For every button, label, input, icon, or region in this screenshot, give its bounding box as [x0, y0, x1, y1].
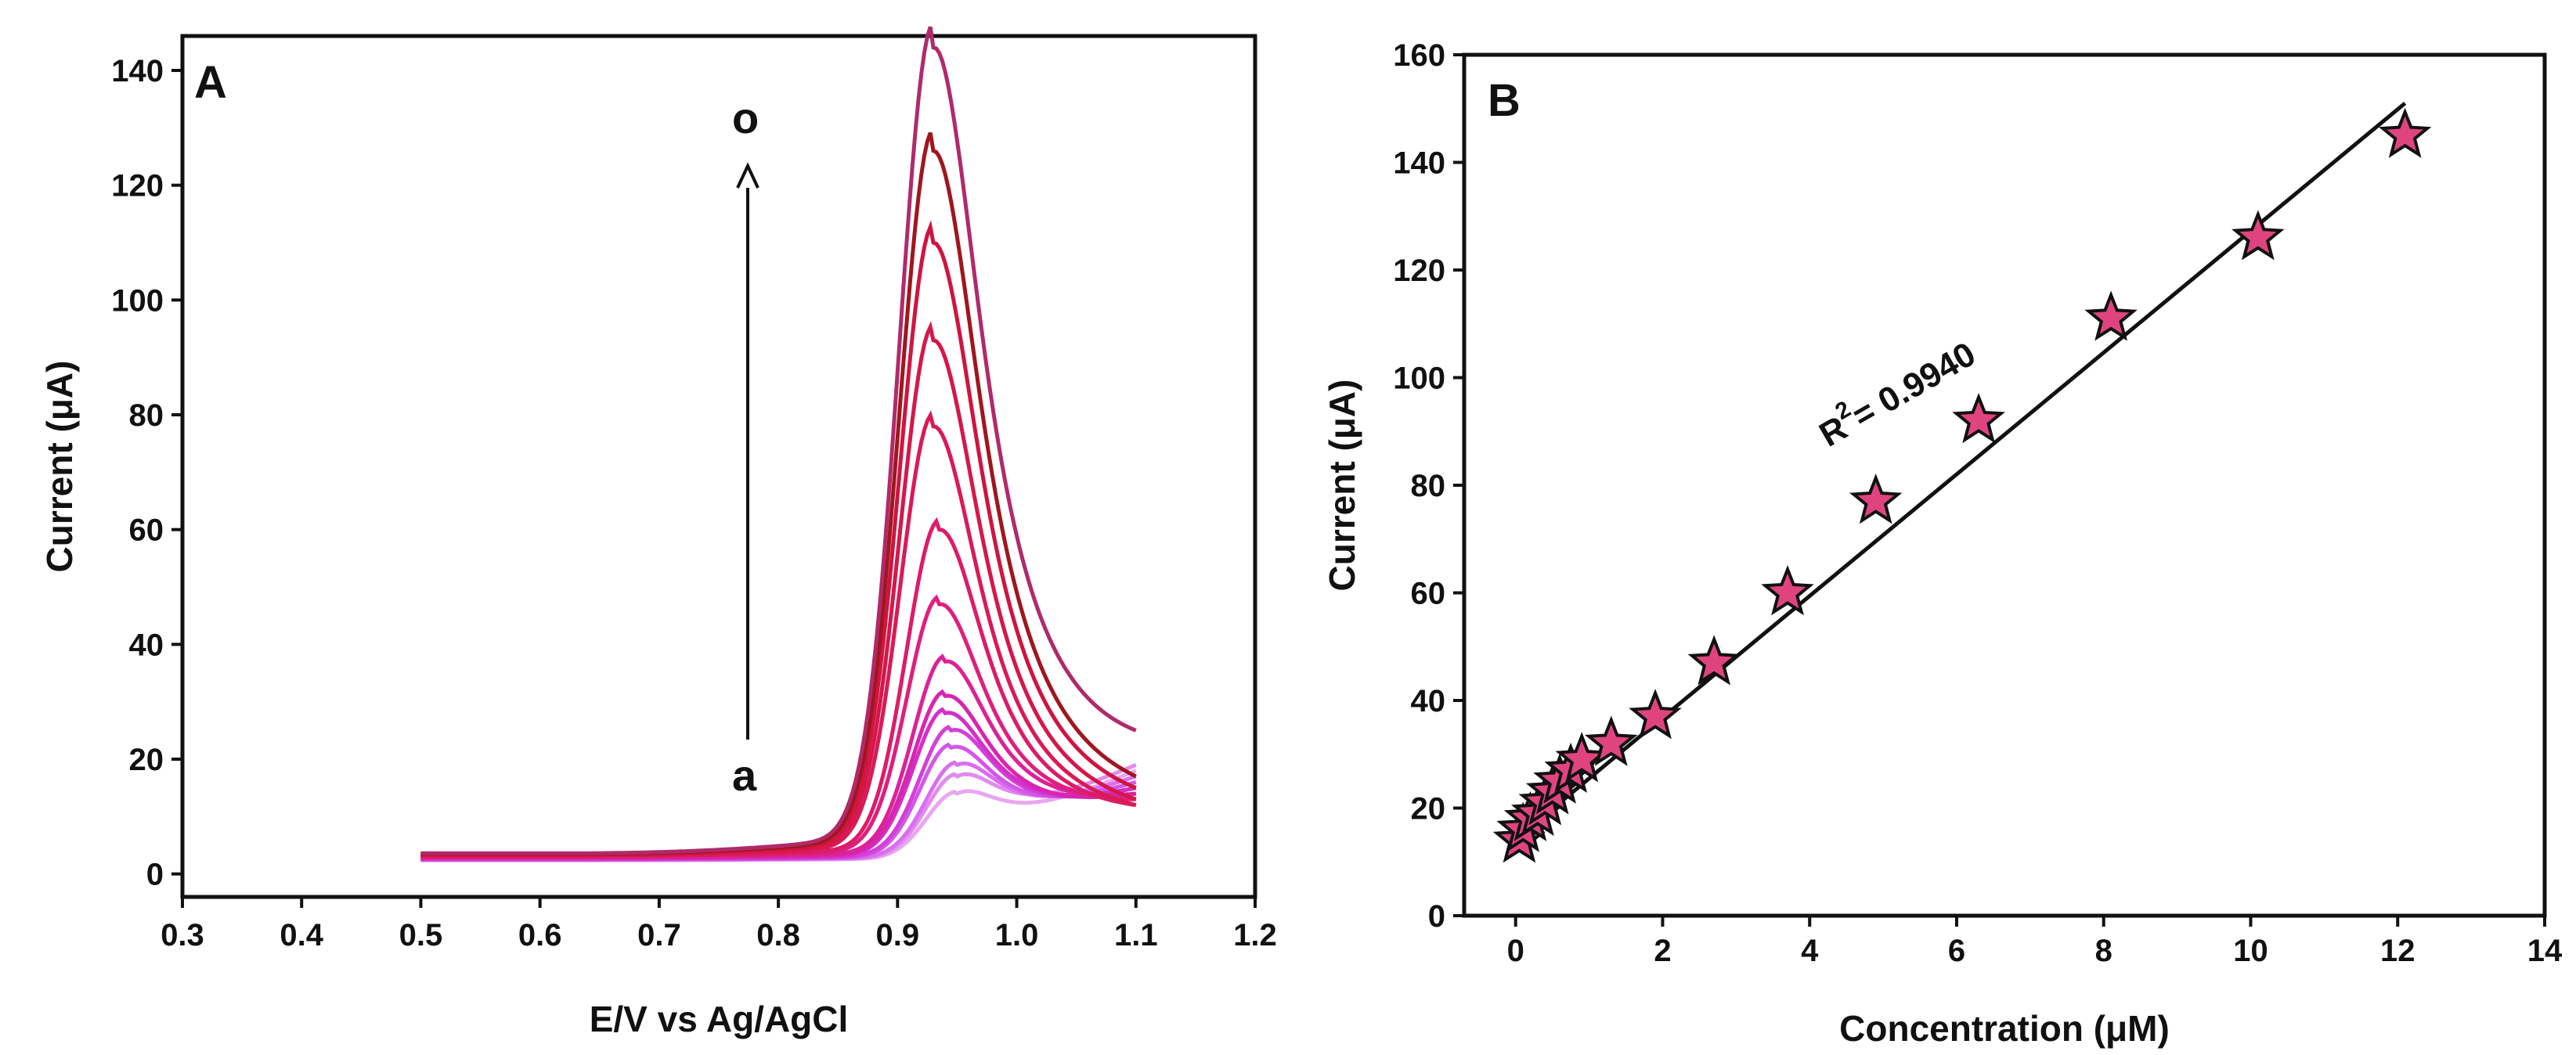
- data-point: [1952, 393, 2005, 444]
- data-point: [1849, 473, 1903, 524]
- y-tick-label: 140: [1393, 146, 1445, 181]
- panel-a-frame: [180, 34, 1257, 899]
- x-tick-label: 0.7: [637, 918, 681, 952]
- panel-a-x-axis-label: E/V vs Ag/AgCl: [590, 999, 849, 1039]
- panel-a-label: A: [194, 57, 227, 108]
- x-tick-label: 1.2: [1233, 918, 1277, 952]
- y-tick-label: 120: [1393, 254, 1445, 288]
- x-tick-label: 0.8: [756, 918, 800, 952]
- x-tick-label: 4: [1801, 934, 1819, 968]
- x-tick-label: 0.5: [399, 918, 443, 952]
- curve-l: [420, 321, 1137, 857]
- x-tick-label: 12: [2380, 934, 2415, 968]
- data-point: [1584, 715, 1638, 766]
- y-tick-label: 100: [111, 283, 164, 318]
- x-tick-label: 0.9: [876, 918, 920, 952]
- panel-a-y-axis-label: Current (μA): [39, 361, 80, 573]
- x-tick-label: 10: [2233, 934, 2268, 968]
- curve-o: [420, 26, 1137, 855]
- y-tick-label: 80: [1411, 469, 1446, 503]
- data-point: [1629, 689, 1682, 740]
- y-tick-label: 20: [129, 743, 164, 777]
- y-tick-label: 0: [146, 858, 164, 892]
- arrow-end-label: o: [732, 93, 759, 142]
- panel-b-frame: [1462, 52, 2547, 918]
- panel-b-label: B: [1488, 75, 1521, 126]
- y-tick-label: 60: [129, 513, 164, 548]
- data-point: [2231, 210, 2285, 261]
- x-tick-label: 0.4: [280, 918, 323, 952]
- panel-a-curves: [420, 26, 1137, 862]
- panel-a-ticks: 0.3 0.4 0.5 0.6 0.7 0.8 0.9 1.0 1.1 1.2 0 20 40 60 80 1…: [111, 54, 1277, 952]
- panel-b-y-axis-label: Current (μA): [1322, 380, 1362, 592]
- y-tick-label: 160: [1393, 38, 1445, 73]
- y-tick-label: 0: [1428, 899, 1445, 934]
- curve-h: [420, 654, 1136, 859]
- x-tick-label: 1.0: [995, 918, 1039, 952]
- y-tick-label: 80: [129, 398, 164, 433]
- y-tick-label: 60: [1411, 577, 1446, 611]
- x-tick-label: 0: [1507, 934, 1524, 968]
- x-tick-label: 14: [2527, 934, 2563, 968]
- x-tick-label: 0.3: [161, 918, 204, 952]
- panel-a-arrow-head: [736, 162, 759, 189]
- curve-g: [420, 689, 1137, 860]
- y-tick-label: 40: [129, 628, 164, 662]
- x-tick-label: 2: [1654, 934, 1671, 968]
- y-tick-label: 100: [1393, 362, 1445, 396]
- x-tick-label: 1.1: [1114, 918, 1158, 952]
- panel-b-points: [1492, 107, 2432, 863]
- data-point: [2084, 290, 2138, 341]
- y-tick-label: 40: [1411, 684, 1446, 718]
- panel-b-x-axis-label: Concentration (μM): [1839, 1008, 2170, 1049]
- y-tick-label: 20: [1411, 792, 1446, 826]
- x-tick-label: 8: [2095, 934, 2112, 968]
- data-point: [1761, 565, 1814, 616]
- y-tick-label: 120: [111, 169, 164, 203]
- data-point: [1687, 635, 1741, 686]
- arrow-start-label: a: [732, 751, 757, 800]
- r-squared-label: R2= 0.9940: [1809, 329, 1982, 455]
- x-tick-label: 0.6: [518, 918, 562, 952]
- data-point: [2378, 107, 2432, 158]
- y-tick-label: 140: [111, 54, 164, 88]
- curve-j: [420, 517, 1137, 859]
- panel-a: 0.3 0.4 0.5 0.6 0.7 0.8 0.9 1.0 1.1 1.2 0 20 40 60 80 1…: [39, 26, 1277, 1039]
- x-tick-label: 6: [1948, 934, 1965, 968]
